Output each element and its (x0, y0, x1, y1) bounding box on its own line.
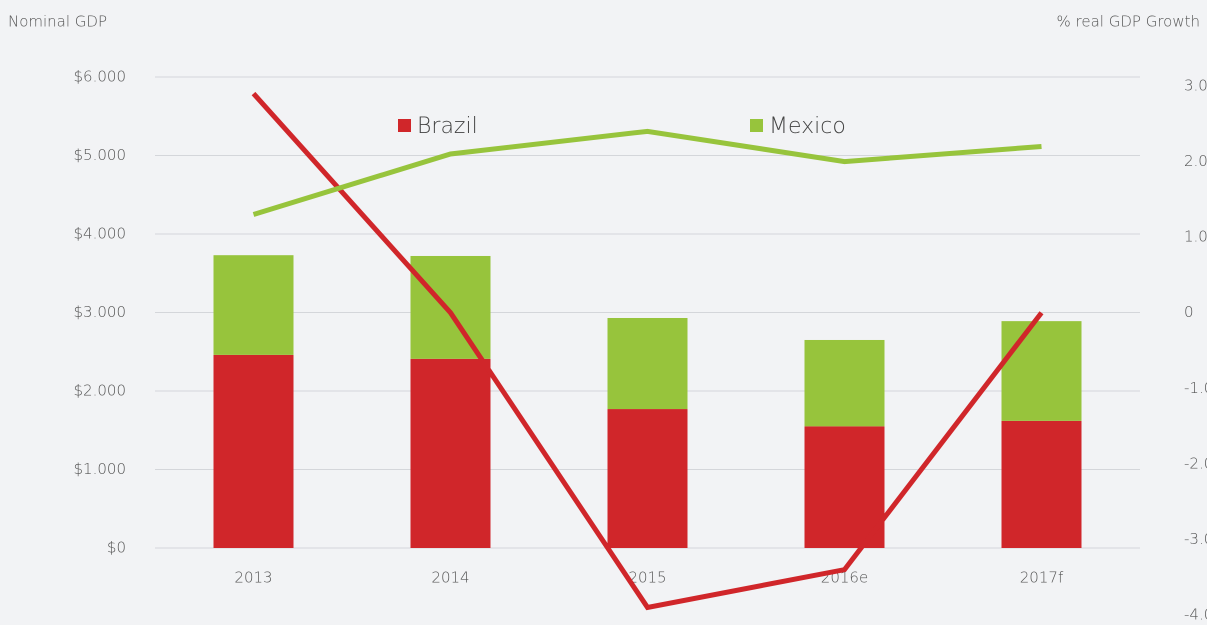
y2-tick-label: -2.0 (1184, 454, 1207, 472)
y2-tick-label: -1.0 (1184, 379, 1207, 397)
y2-tick-label: 2.0 (1184, 152, 1207, 170)
y-tick-label: $4.000 (74, 225, 127, 243)
x-tick-label: 2013 (234, 569, 272, 587)
y-tick-label: $5.000 (74, 146, 127, 164)
bar (213, 255, 294, 355)
bar (804, 426, 885, 548)
bar (1001, 321, 1082, 421)
y2-tick-label: -4.0 (1184, 606, 1207, 624)
y-tick-label: $6.000 (74, 68, 127, 86)
y-tick-label: $0 (107, 539, 126, 557)
legend-label: Mexico (769, 114, 846, 139)
bar (804, 339, 885, 427)
growth-line (252, 128, 1042, 217)
bar (410, 358, 491, 548)
x-tick-label: 2017f (1020, 569, 1064, 587)
x-tick-label: 2015 (628, 569, 666, 587)
growth-line (251, 91, 1044, 611)
y2-tick-label: 0 (1184, 303, 1194, 321)
y2-tick-label: -3.0 (1184, 530, 1207, 548)
y2-axis-title: % real GDP Growth (1057, 13, 1201, 31)
bar (607, 317, 688, 410)
bar (410, 255, 491, 359)
y-tick-label: $2.000 (74, 382, 127, 400)
legend-label: Brazil (417, 114, 478, 139)
y-axis-title: Nominal GDP (8, 13, 107, 31)
bar (1001, 420, 1082, 548)
y2-tick-label: 3.0 (1184, 77, 1207, 95)
y-tick-label: $3.000 (74, 303, 127, 321)
y2-tick-label: 1.0 (1184, 228, 1207, 246)
y-tick-label: $1.000 (74, 460, 127, 478)
legend-swatch (750, 119, 763, 132)
bar (213, 354, 294, 548)
bar (607, 409, 688, 548)
x-tick-label: 2014 (431, 569, 469, 587)
legend-swatch (398, 119, 411, 132)
